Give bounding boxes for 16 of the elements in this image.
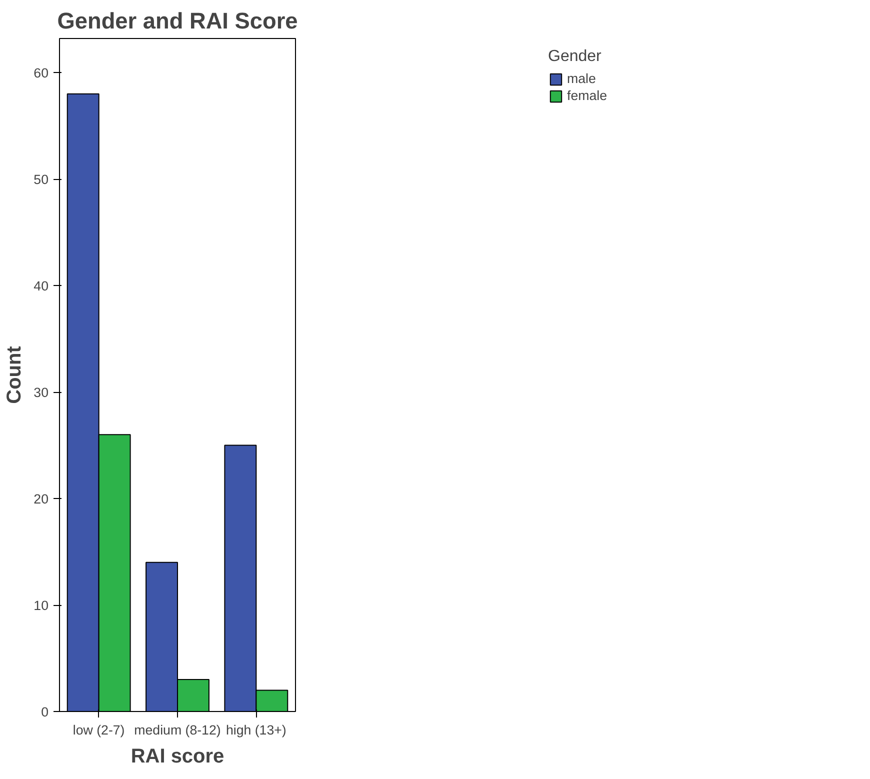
x-tick-label: high (13+) <box>226 722 286 738</box>
y-axis-title: Count <box>4 346 26 404</box>
y-tick-label: 10 <box>34 598 49 614</box>
y-tick-label: 30 <box>34 385 49 400</box>
x-axis-title: RAI score <box>130 746 224 768</box>
legend-label: male <box>566 71 596 86</box>
chart-title: Gender and RAI Score <box>57 8 298 34</box>
legend-title: Gender <box>548 48 602 66</box>
y-tick-label: 60 <box>34 66 49 81</box>
y-tick-label: 40 <box>34 278 49 294</box>
y-tick-label: 20 <box>34 492 49 507</box>
y-tick-label: 0 <box>41 704 49 720</box>
legend-label: female <box>566 88 608 103</box>
y-tick-label: 50 <box>34 172 49 188</box>
x-tick-label: medium (8-12) <box>134 722 221 738</box>
x-tick-label: low (2-7) <box>72 722 125 738</box>
